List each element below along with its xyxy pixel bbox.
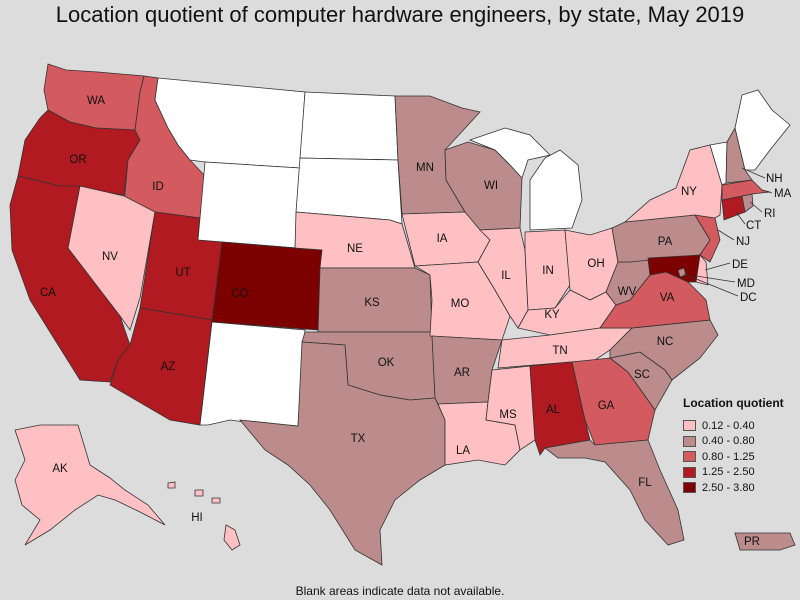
label-AL: AL [546, 404, 561, 416]
footnote: Blank areas indicate data not available. [295, 584, 505, 598]
state-ME[interactable] [734, 89, 791, 171]
leader-CT [735, 211, 746, 225]
label-FL: FL [638, 477, 652, 489]
label-AR: AR [454, 367, 470, 379]
legend: Location quotient 0.12 - 0.40 0.40 - 0.8… [683, 396, 798, 496]
state-NH[interactable] [725, 126, 753, 184]
legend-item: 0.40 - 0.80 [683, 434, 798, 450]
state-WY[interactable] [197, 161, 301, 249]
label-MA: MA [774, 188, 792, 200]
leader-NH [741, 167, 766, 179]
legend-label: 0.40 - 0.80 [702, 435, 755, 448]
state-ND[interactable] [299, 91, 399, 161]
label-MS: MS [499, 409, 517, 421]
label-PA: PA [658, 236, 673, 248]
leader-MA [761, 189, 773, 194]
label-KS: KS [364, 297, 380, 309]
legend-swatch [683, 435, 696, 447]
state-NM[interactable] [199, 321, 306, 427]
label-KY: KY [544, 309, 560, 321]
label-GA: GA [598, 400, 615, 412]
leader-RI [749, 201, 763, 213]
state-MI[interactable] [468, 127, 583, 231]
legend-item: 0.12 - 0.40 [683, 418, 798, 434]
legend-swatch [683, 420, 696, 432]
label-ID: ID [152, 181, 164, 193]
label-VA: VA [660, 292, 675, 304]
state-MA[interactable] [721, 179, 771, 201]
label-LA: LA [456, 445, 470, 457]
state-FL[interactable] [544, 439, 685, 546]
state-WI[interactable] [444, 141, 523, 231]
state-NY[interactable] [623, 144, 723, 223]
label-WA: WA [87, 95, 105, 107]
state-IL[interactable] [477, 227, 529, 329]
state-HI[interactable] [167, 481, 241, 551]
label-MD: MD [737, 278, 755, 290]
label-AK: AK [52, 463, 68, 475]
label-OR: OR [69, 154, 86, 166]
label-IN: IN [542, 265, 554, 277]
label-HI: HI [191, 512, 203, 524]
legend-swatch [683, 482, 696, 494]
label-DE: DE [732, 259, 748, 271]
label-RI: RI [764, 208, 776, 220]
state-OR[interactable] [17, 109, 141, 196]
label-SC: SC [634, 369, 650, 381]
legend-item: 0.80 - 1.25 [683, 449, 798, 465]
legend-item: 1.25 - 2.50 [683, 465, 798, 481]
label-UT: UT [175, 267, 190, 279]
label-MN: MN [416, 162, 434, 174]
state-NV[interactable] [67, 185, 156, 331]
legend-label: 0.80 - 1.25 [702, 450, 755, 463]
label-NV: NV [102, 251, 118, 263]
legend-label: 1.25 - 2.50 [702, 466, 755, 479]
state-DC[interactable] [677, 267, 687, 278]
label-NH: NH [766, 173, 783, 185]
leader-MD [695, 275, 736, 283]
label-TX: TX [351, 433, 366, 445]
leader-DE [704, 262, 731, 271]
label-IA: IA [437, 233, 448, 245]
label-CA: CA [40, 287, 56, 299]
label-PR: PR [744, 536, 760, 548]
map-title: Location quotient of computer hardware e… [55, 2, 745, 27]
label-MO: MO [451, 298, 470, 310]
label-OK: OK [378, 357, 395, 369]
state-PR[interactable] [734, 532, 796, 551]
label-OH: OH [587, 258, 604, 270]
state-TX[interactable] [239, 341, 446, 566]
legend-title: Location quotient [683, 396, 784, 410]
legend-swatch [683, 466, 696, 478]
label-NE: NE [347, 243, 363, 255]
state-AK[interactable] [14, 424, 166, 546]
label-WV: WV [618, 286, 637, 298]
label-CT: CT [746, 220, 761, 232]
callout-leaders [683, 167, 773, 297]
label-WI: WI [484, 180, 498, 192]
label-NC: NC [657, 336, 674, 348]
label-IL: IL [501, 270, 511, 282]
state-KS[interactable] [317, 267, 433, 333]
label-AZ: AZ [161, 361, 176, 373]
label-CO: CO [231, 288, 248, 300]
state-CO[interactable] [211, 241, 323, 331]
legend-swatch [683, 451, 696, 463]
legend-item: 2.50 - 3.80 [683, 480, 798, 496]
leader-DC [683, 273, 739, 297]
legend-label: 2.50 - 3.80 [702, 481, 755, 494]
label-TN: TN [552, 345, 567, 357]
legend-label: 0.12 - 0.40 [702, 419, 755, 432]
label-NJ: NJ [736, 236, 750, 248]
label-DC: DC [740, 292, 757, 304]
leader-NJ [717, 229, 735, 241]
label-NY: NY [681, 186, 697, 198]
